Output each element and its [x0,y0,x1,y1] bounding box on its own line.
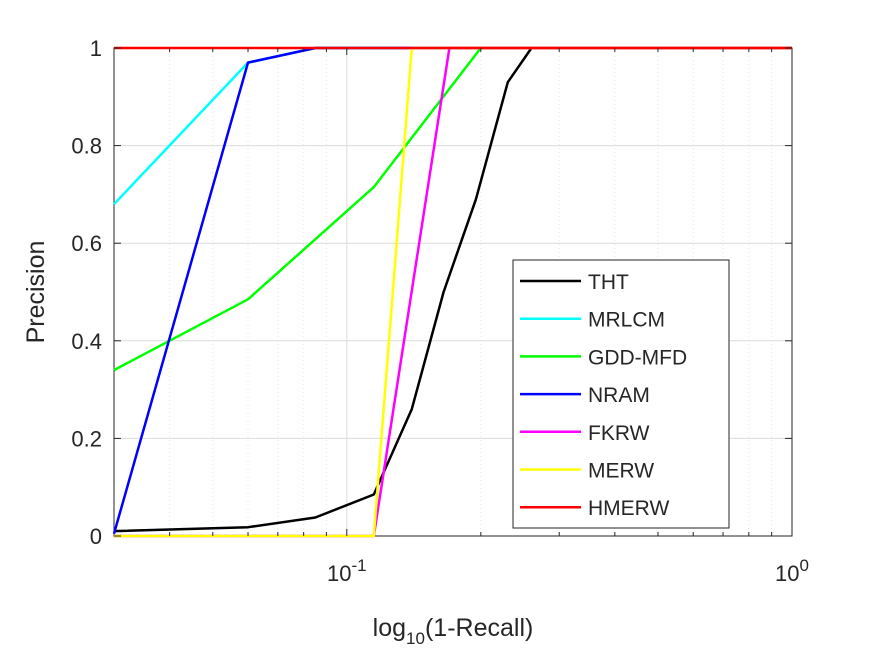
y-tick-label: 0.2 [71,426,102,451]
legend-label: MERW [588,460,654,483]
legend-label: NRAM [588,384,650,407]
legend-item-fkrw: FKRW [520,422,650,445]
series-line-mrlcm [113,46,792,206]
y-tick-label: 0 [90,524,102,549]
axis-ticks [114,47,792,537]
legend-item-tht: THT [520,271,629,294]
legend-label: MRLCM [588,309,665,332]
legend-label: HMERW [588,497,669,520]
series-lines [112,46,792,538]
legend: THT MRLCM GDD-MFD NRAM FKRW MERW HMERW [512,259,730,529]
x-tick-labels: 10-1 100 [327,556,809,586]
x-tick-label: 100 [775,556,809,586]
legend-item-hmerw: HMERW [520,497,669,520]
y-tick-label: 0.8 [71,134,102,159]
x-tick-label: 10-1 [327,556,367,586]
legend-label: GDD-MFD [588,346,687,369]
x-axis-title: log10(1-Recall) [373,614,534,648]
y-axis-title: Precision [22,241,50,344]
legend-item-merw: MERW [520,460,654,483]
legend-label: FKRW [588,422,650,445]
y-tick-labels: 0 0.2 0.4 0.6 0.8 1 [71,36,102,549]
series-line-tht [113,46,792,533]
legend-item-nram: NRAM [520,384,650,407]
y-tick-label: 1 [90,36,102,61]
legend-item-gdd-mfd: GDD-MFD [520,346,687,369]
y-tick-label: 0.6 [71,231,102,256]
legend-item-mrlcm: MRLCM [520,309,665,332]
legend-label: THT [588,271,629,294]
y-tick-label: 0.4 [71,329,102,354]
